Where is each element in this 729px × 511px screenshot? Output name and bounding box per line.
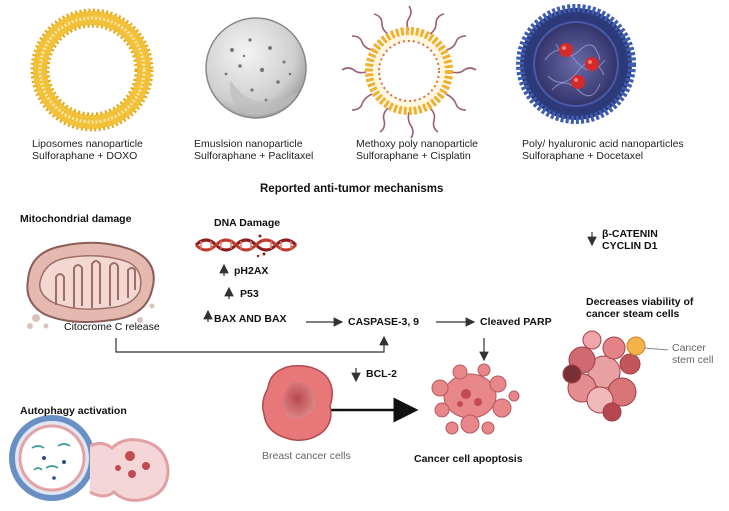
p53-label: P53 xyxy=(240,288,259,300)
down-arrows xyxy=(351,232,597,383)
breast-cancer-cell-icon xyxy=(261,364,333,441)
bcl2-label: BCL-2 xyxy=(366,368,397,380)
emulsion-combo: Sulforaphane + Paclitaxel xyxy=(194,150,314,162)
cancer-stem-cell-label-line1: Cancer xyxy=(672,342,706,354)
hyaluronic-combo: Sulforaphane + Docetaxel xyxy=(522,150,644,162)
beta-catenin-label: β-CATENIN xyxy=(602,228,658,240)
emulsion-name: Emuslsion nanoparticle xyxy=(194,138,303,150)
apoptotic-cell-icon xyxy=(431,363,520,435)
liposome-nanoparticle-icon xyxy=(30,8,154,132)
cancer-stem-cell-label-line2: stem cell xyxy=(672,354,714,366)
liposome-combo: Sulforaphane + DOXO xyxy=(32,150,138,162)
viability-label-line2: cancer steam cells xyxy=(586,308,680,320)
methoxy-name: Methoxy poly nanoparticle xyxy=(356,138,478,150)
autophagy-icon xyxy=(9,415,170,502)
hyaluronic-name: Poly/ hyaluronic acid nanoparticles xyxy=(522,138,684,150)
bax-label: BAX AND BAX xyxy=(214,313,287,325)
dna-helix-icon xyxy=(194,234,298,258)
mitochondrial-damage-label: Mitochondrial damage xyxy=(20,213,132,225)
emulsion-nanoparticle-icon xyxy=(205,17,307,119)
liposome-name: Liposomes nanoparticle xyxy=(32,138,143,150)
hyaluronic-acid-nanoparticle-icon xyxy=(516,4,636,124)
up-arrows xyxy=(203,263,234,322)
ph2ax-label: pH2AX xyxy=(234,265,269,277)
autophagy-activation-label: Autophagy activation xyxy=(20,405,127,417)
mitochondrion-icon xyxy=(26,241,155,329)
cleaved-parp-label: Cleaved PARP xyxy=(480,316,552,328)
viability-label-line1: Decreases viability of xyxy=(586,296,694,308)
cancer-cell-apoptosis-label: Cancer cell apoptosis xyxy=(414,453,523,465)
cancer-stem-cell-cluster-icon xyxy=(562,330,669,422)
breast-cancer-cells-label: Breast cancer cells xyxy=(262,450,351,462)
section-title: Reported anti-tumor mechanisms xyxy=(260,183,444,195)
caspase-label: CASPASE-3, 9 xyxy=(348,316,419,328)
citocrome-label: Citocrome C release xyxy=(64,321,160,333)
dna-damage-label: DNA Damage xyxy=(214,217,281,229)
methoxy-combo: Sulforaphane + Cisplatin xyxy=(356,150,471,162)
flow-arrows xyxy=(115,317,489,362)
methoxy-poly-nanoparticle-icon xyxy=(341,5,477,139)
cyclin-d1-label: CYCLIN D1 xyxy=(602,240,658,252)
